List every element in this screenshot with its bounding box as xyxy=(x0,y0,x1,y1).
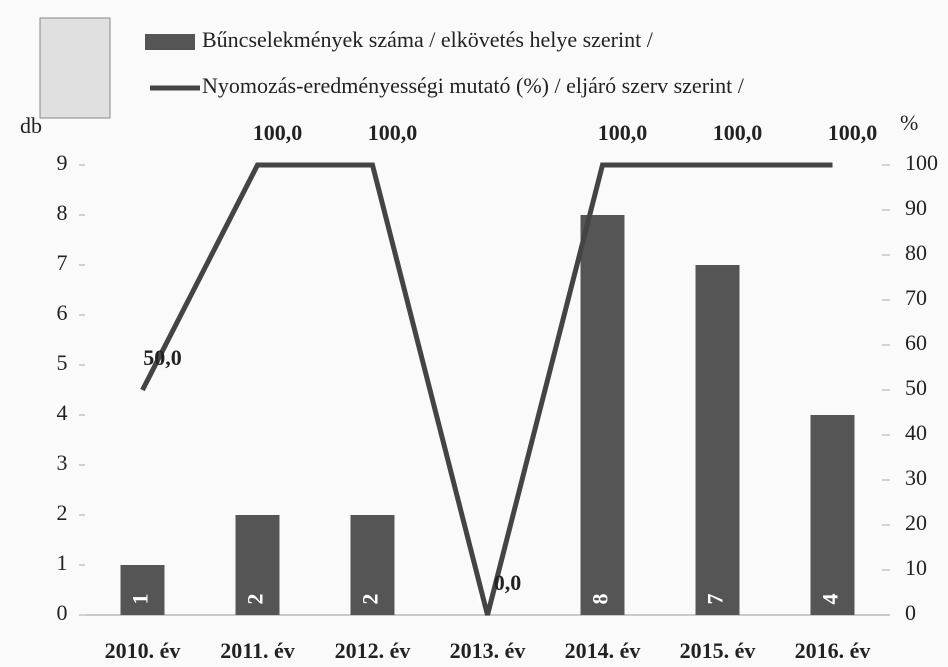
y-tick-label: 2 xyxy=(57,500,68,525)
y-tick-label: 3 xyxy=(57,450,68,475)
bar-value-label: 2 xyxy=(358,594,383,605)
y2-tick-label: 20 xyxy=(905,510,927,535)
bar-value-label: 7 xyxy=(703,594,728,605)
y2-axis-label: % xyxy=(900,110,918,135)
line-value-label: 100,0 xyxy=(253,120,303,145)
y-tick-label: 0 xyxy=(57,600,68,625)
bar xyxy=(235,515,280,615)
line-value-label: 100,0 xyxy=(368,120,418,145)
bar xyxy=(580,215,625,615)
y2-tick-label: 0 xyxy=(905,600,916,625)
legend-label: Bűncselekmények száma / elkövetés helye … xyxy=(202,27,654,52)
bar-value-label: 1 xyxy=(128,594,153,605)
y-tick-label: 8 xyxy=(57,200,68,225)
line-value-label: 100,0 xyxy=(713,120,763,145)
y-tick-label: 1 xyxy=(57,550,68,575)
y-tick-label: 9 xyxy=(57,150,68,175)
y-tick-label: 7 xyxy=(57,250,68,275)
legend-label: Nyomozás-eredményességi mutató (%) / elj… xyxy=(202,73,745,98)
y2-tick-label: 50 xyxy=(905,375,927,400)
y-axis-label: db xyxy=(20,113,42,138)
bar xyxy=(350,515,395,615)
y2-tick-label: 100 xyxy=(905,150,938,175)
x-tick-label: 2016. év xyxy=(795,638,871,663)
legend-swatch xyxy=(145,34,195,50)
bar-value-label: 2 xyxy=(243,594,268,605)
line-value-label: 50,0 xyxy=(143,345,182,370)
x-tick-label: 2010. év xyxy=(105,638,181,663)
y2-tick-label: 70 xyxy=(905,285,927,310)
x-tick-label: 2011. év xyxy=(220,638,295,663)
y2-tick-label: 60 xyxy=(905,330,927,355)
logo xyxy=(39,17,111,119)
y-tick-label: 6 xyxy=(57,300,68,325)
bar-value-label: 4 xyxy=(818,594,843,605)
y-tick-label: 5 xyxy=(57,350,68,375)
line-value-label: 0,0 xyxy=(494,570,522,595)
line xyxy=(140,162,833,616)
bar xyxy=(695,265,740,615)
bar xyxy=(120,565,165,615)
line-value-label: 100,0 xyxy=(828,120,878,145)
y2-tick-label: 80 xyxy=(905,240,927,265)
x-tick-label: 2012. év xyxy=(335,638,411,663)
y2-tick-label: 40 xyxy=(905,420,927,445)
bar xyxy=(810,415,855,615)
line-value-label: 100,0 xyxy=(598,120,648,145)
y2-tick-label: 10 xyxy=(905,555,927,580)
y2-tick-label: 90 xyxy=(905,195,927,220)
x-tick-label: 2014. év xyxy=(565,638,641,663)
y-tick-label: 4 xyxy=(57,400,68,425)
x-tick-label: 2013. év xyxy=(450,638,526,663)
x-tick-label: 2015. év xyxy=(680,638,756,663)
y2-tick-label: 30 xyxy=(905,465,927,490)
bar-value-label: 8 xyxy=(588,594,613,605)
